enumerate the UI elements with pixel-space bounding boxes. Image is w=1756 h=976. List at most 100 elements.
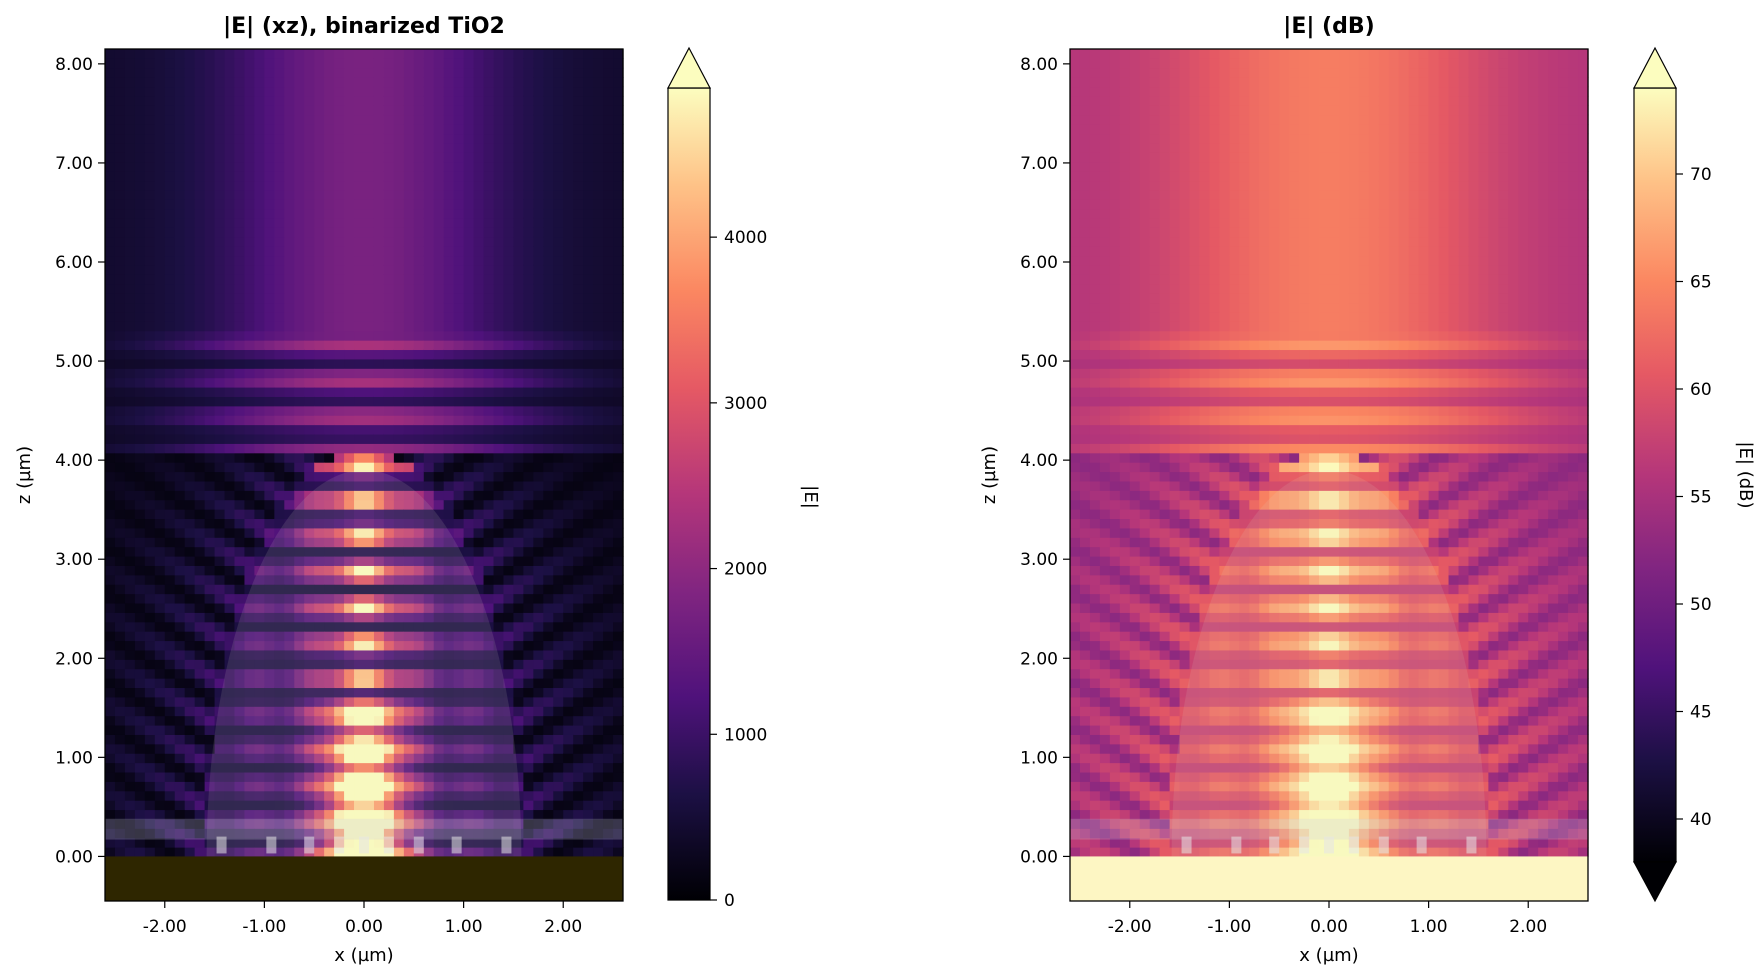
field-cell: [334, 715, 345, 726]
field-cell: [1099, 321, 1111, 332]
field-cell: [114, 790, 126, 801]
field-cell: [364, 471, 375, 482]
field-cell: [523, 396, 534, 407]
field-cell: [294, 274, 305, 285]
field-cell: [324, 837, 335, 848]
field-cell: [324, 471, 335, 482]
field-cell: [533, 847, 544, 858]
field-cell: [334, 724, 345, 735]
field-cell: [134, 499, 146, 510]
field-cell: [204, 696, 216, 707]
field-cell: [593, 133, 604, 144]
field-cell: [483, 828, 495, 839]
field-cell: [1079, 602, 1091, 613]
field-cell: [234, 509, 246, 520]
field-cell: [563, 105, 574, 116]
field-cell: [354, 349, 365, 360]
field-cell: [403, 433, 415, 444]
field-cell: [174, 264, 186, 275]
field-cell: [354, 537, 365, 548]
field-cell: [383, 95, 395, 106]
field-cell: [134, 321, 146, 332]
field-cell: [553, 790, 564, 801]
field-cell: [344, 236, 355, 247]
field-cell: [254, 490, 265, 501]
field-cell: [244, 358, 256, 369]
field-cell: [124, 631, 136, 642]
field-cell: [433, 818, 445, 829]
field-cell: [373, 283, 385, 294]
field-cell: [304, 321, 315, 332]
field-cell: [563, 368, 574, 379]
field-cell: [573, 396, 584, 407]
field-cell: [244, 311, 256, 322]
field-cell: [124, 499, 136, 510]
field-cell: [1079, 809, 1091, 820]
field-cell: [324, 828, 335, 839]
field-cell: [503, 189, 515, 200]
field-cell: [354, 471, 365, 482]
field-cell: [383, 555, 395, 566]
field-cell: [523, 555, 534, 566]
field-cell: [493, 340, 505, 351]
field-cell: [423, 753, 435, 764]
field-cell: [224, 424, 236, 435]
field-cell: [134, 386, 146, 397]
field-cell: [413, 612, 425, 623]
field-cell: [553, 405, 564, 416]
field-cell: [294, 227, 305, 238]
field-cell: [154, 180, 166, 191]
field-cell: [373, 236, 385, 247]
field-cell: [324, 847, 335, 858]
field-cell: [344, 443, 355, 454]
field-cell: [254, 152, 265, 163]
field-cell: [603, 424, 614, 435]
field-cell: [433, 668, 445, 679]
field-cell: [523, 189, 534, 200]
field-cell: [274, 433, 285, 444]
field-cell: [254, 687, 265, 698]
field-cell: [244, 743, 256, 754]
field-cell: [204, 743, 216, 754]
field-cell: [553, 678, 564, 689]
field-cell: [154, 217, 166, 228]
field-cell: [453, 612, 465, 623]
field-cell: [453, 565, 465, 576]
field-cell: [463, 199, 475, 210]
field-cell: [603, 668, 614, 679]
field-cell: [284, 546, 295, 557]
field-cell: [184, 311, 196, 322]
field-cell: [443, 86, 455, 97]
field-cell: [473, 49, 485, 59]
field-cell: [244, 649, 256, 660]
field-cell: [1099, 424, 1111, 435]
field-cell: [523, 847, 534, 858]
field-cell: [264, 208, 275, 219]
field-cell: [274, 246, 285, 257]
field-cell: [274, 706, 285, 717]
field-cell: [204, 358, 216, 369]
field-cell: [463, 443, 475, 454]
field-cell: [214, 546, 226, 557]
field-cell: [383, 518, 395, 529]
field-cell: [105, 509, 116, 520]
field-cell: [204, 274, 216, 285]
field-cell: [254, 696, 265, 707]
field-cell: [304, 452, 315, 463]
field-cell: [174, 311, 186, 322]
field-cell: [443, 602, 455, 613]
field-cell: [344, 349, 355, 360]
field-cell: [264, 640, 275, 651]
field-cell: [214, 227, 226, 238]
field-cell: [324, 640, 335, 651]
field-cell: [214, 753, 226, 764]
field-cell: [473, 781, 485, 792]
field-cell: [154, 433, 166, 444]
field-cell: [214, 612, 226, 623]
field-cell: [105, 180, 116, 191]
field-cell: [483, 452, 495, 463]
field-cell: [144, 668, 156, 679]
field-cell: [324, 593, 335, 604]
field-cell: [134, 330, 146, 341]
field-cell: [344, 800, 355, 811]
